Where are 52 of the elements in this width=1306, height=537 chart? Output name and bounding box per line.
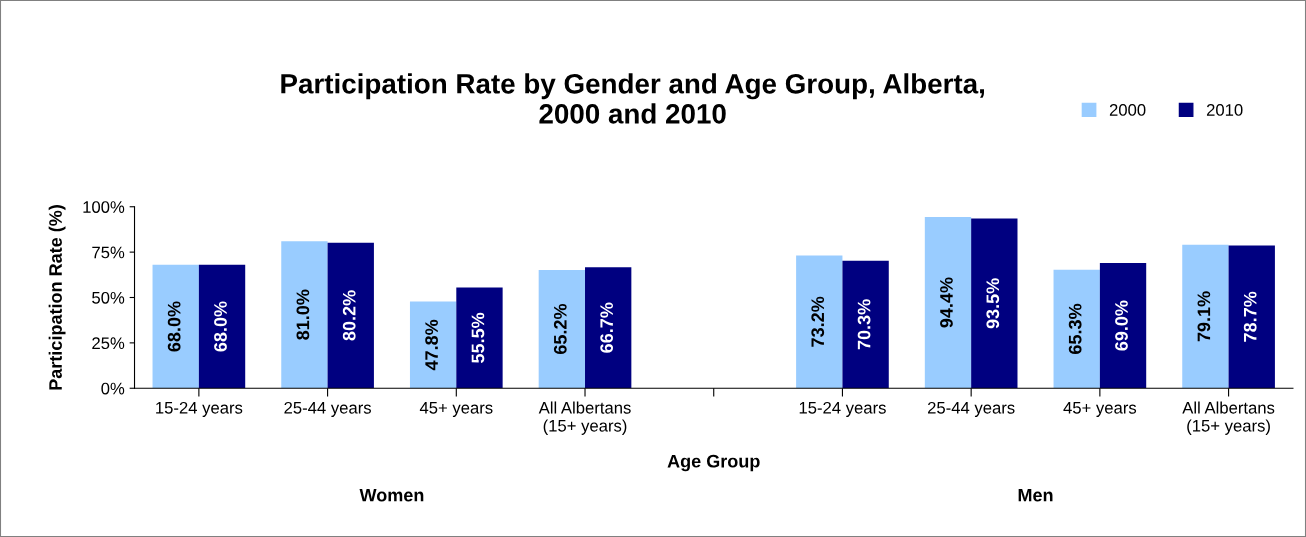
bar (456, 287, 503, 389)
chart-title: Participation Rate by Gender and Age Group, Alberta, 2000 and 2010 (281, 73, 984, 124)
y-axis-title: Participation Rate (%) (48, 205, 66, 390)
bar (281, 241, 328, 389)
legend-label: 2010 (1206, 104, 1243, 116)
y-tick-label: 25% (92, 337, 125, 350)
data-label: 70.3% (857, 299, 871, 350)
data-label: 65.3% (1068, 303, 1082, 354)
data-label: 73.2% (811, 296, 825, 347)
data-label: 55.5% (471, 312, 485, 363)
bar (152, 264, 199, 389)
bar (585, 267, 632, 389)
text: Women (359, 488, 424, 502)
data-label: 78.7% (1243, 291, 1257, 342)
data-label: 47.8% (425, 319, 438, 371)
bar (1099, 263, 1147, 389)
data-label: 80.2% (342, 290, 356, 341)
bar (327, 242, 374, 389)
y-tick-label: 0% (101, 382, 125, 395)
bar (1053, 269, 1100, 389)
bar (538, 269, 586, 389)
data-label: 93.5% (986, 278, 1000, 329)
bar (842, 260, 889, 389)
x-tick-label: 15-24 years (156, 401, 243, 417)
data-label: 65.2% (553, 303, 567, 355)
data-label: 69.0% (1115, 300, 1128, 351)
x-tick-label: All Albertans (15+ years) (538, 401, 631, 435)
bar (1182, 244, 1229, 389)
x-tick-label: 25-44 years (927, 401, 1015, 417)
x-tick-label: All Albertans (15+ years) (1182, 401, 1275, 435)
x-axis-title: Age Group (667, 454, 760, 472)
text: Men (1018, 488, 1053, 502)
y-tick-label: 100% (83, 201, 125, 213)
bar (1228, 245, 1275, 389)
bar (924, 216, 972, 389)
y-tick-label: 50% (92, 291, 125, 304)
bar (971, 218, 1018, 389)
x-tick-label: 15-24 years (799, 401, 886, 417)
data-label: 66.7% (600, 302, 614, 353)
data-label: 68.0% (167, 301, 181, 352)
data-label: 81.0% (296, 289, 310, 340)
x-tick-label: 45+ years (1063, 402, 1137, 417)
data-label: 68.0% (214, 301, 227, 352)
x-tick-label: 45+ years (419, 402, 493, 417)
legend-label: 2000 (1109, 104, 1146, 116)
x-tick-label: 25-44 years (284, 401, 371, 417)
data-label: 94.4% (940, 277, 953, 328)
y-tick-label: 75% (92, 246, 125, 259)
bar (796, 255, 843, 389)
bar (198, 264, 246, 389)
bar (409, 301, 457, 389)
data-label: 79.1% (1197, 291, 1211, 342)
